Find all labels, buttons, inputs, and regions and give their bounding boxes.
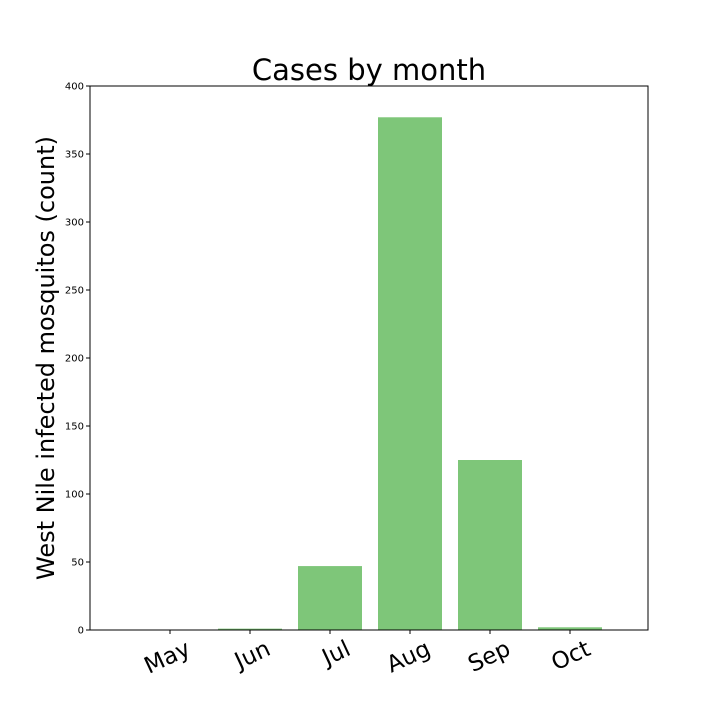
- y-tick-label: 200: [65, 354, 84, 365]
- chart-title: Cases by month: [252, 53, 486, 87]
- bar-oct: [538, 627, 602, 630]
- x-tick-label-may: May: [140, 636, 194, 680]
- y-axis-label: West Nile infected mosquitos (count): [32, 136, 60, 580]
- y-tick-label: 400: [65, 82, 84, 93]
- bar-sep: [458, 460, 522, 630]
- x-tick-label-jul: Jul: [317, 636, 355, 672]
- x-tick-label-aug: Aug: [383, 636, 435, 679]
- plot-area: 0 50 100 150 200 250 300 350 400 May Jun Jul Aug Sep O…: [65, 82, 649, 680]
- plot-frame: [89, 85, 649, 631]
- x-tick-label-oct: Oct: [547, 636, 594, 676]
- y-tick-label: 300: [65, 218, 84, 229]
- bar-jun: [218, 628, 282, 630]
- bar-aug: [378, 117, 442, 630]
- x-tick-label-sep: Sep: [464, 636, 514, 678]
- y-tick-label: 350: [65, 150, 84, 161]
- y-tick-label: 250: [65, 286, 84, 297]
- bar-jul: [298, 566, 362, 630]
- y-tick-label: 50: [71, 558, 84, 569]
- y-tick-label: 0: [78, 626, 84, 637]
- y-tick-label: 100: [65, 490, 84, 501]
- y-tick-label: 150: [65, 422, 84, 433]
- x-tick-label-jun: Jun: [229, 636, 274, 676]
